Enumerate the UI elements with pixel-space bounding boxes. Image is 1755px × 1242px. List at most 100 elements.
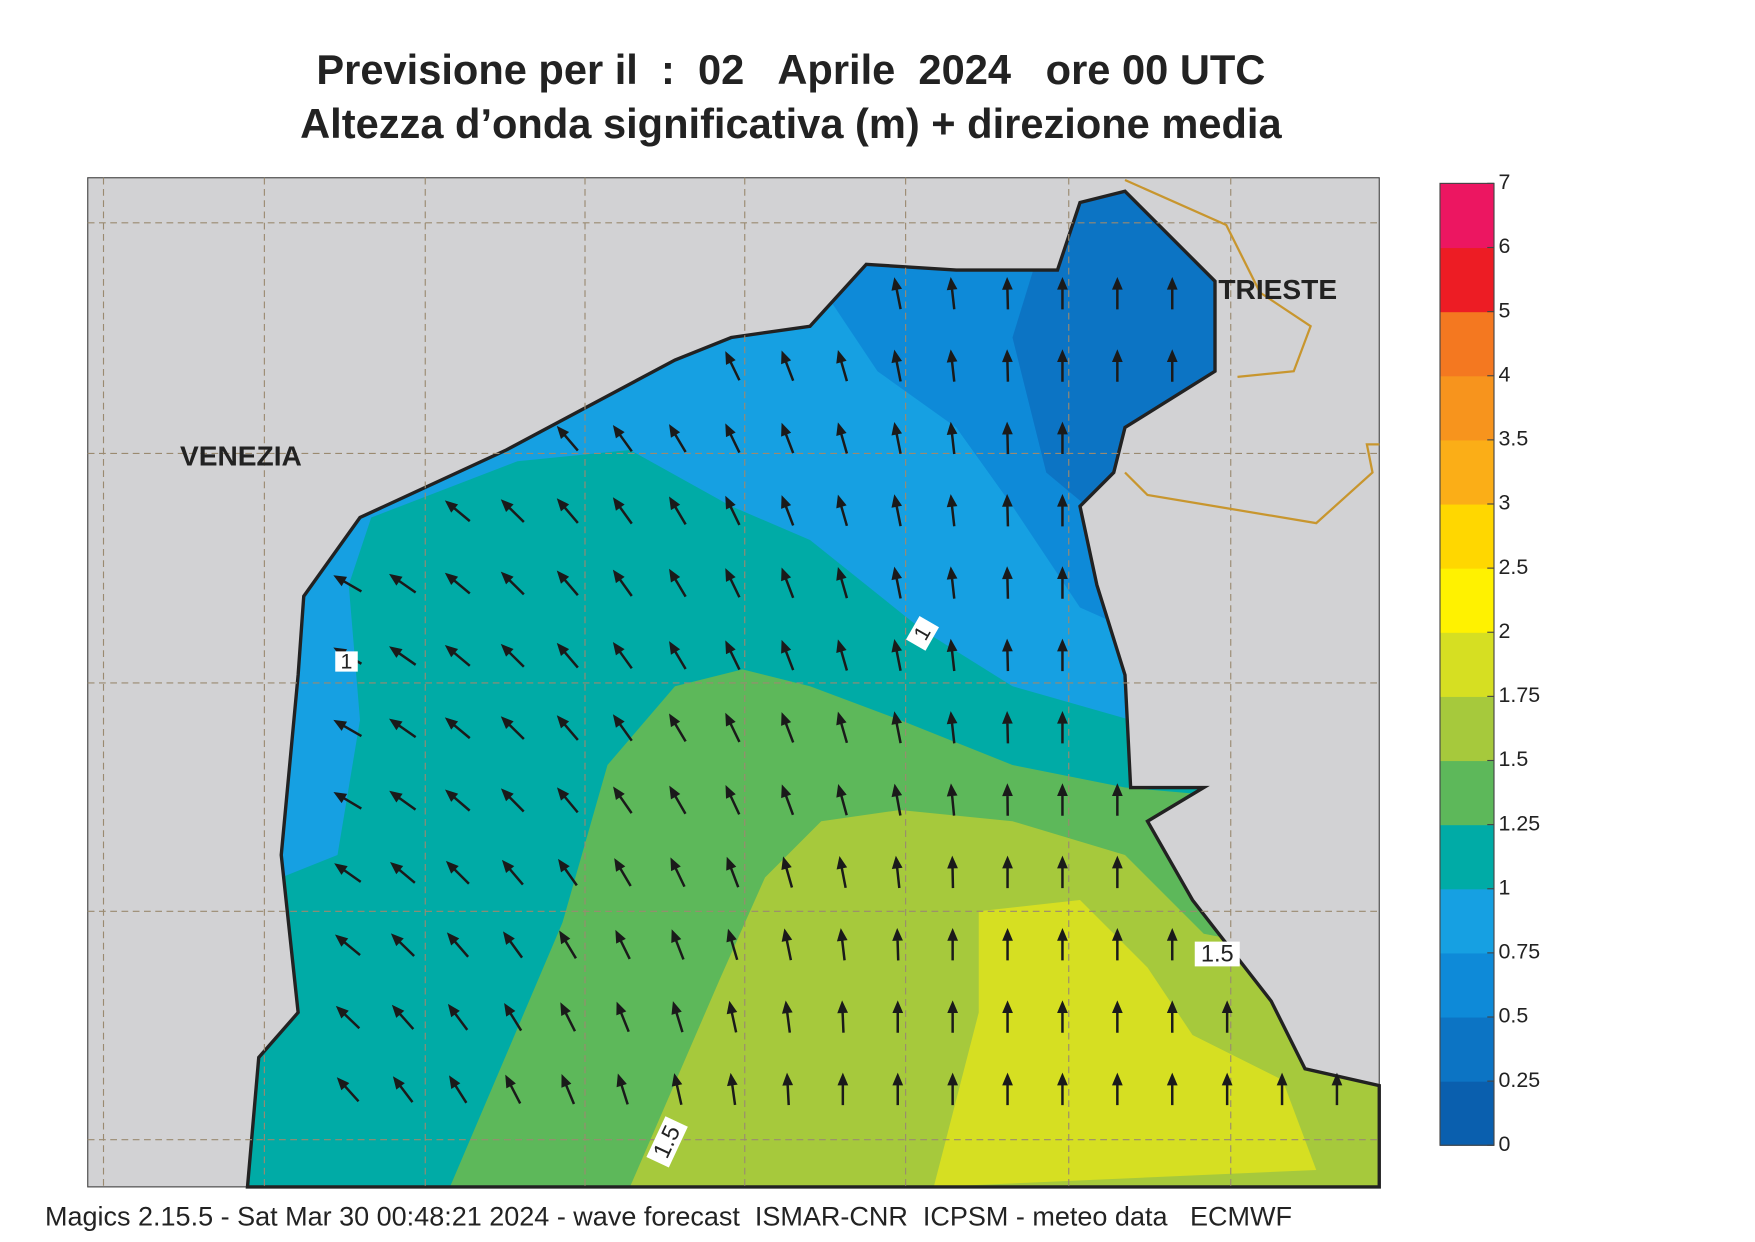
- direction-arrow: [726, 856, 740, 888]
- direction-arrow: [558, 858, 578, 887]
- direction-arrow: [1057, 421, 1068, 455]
- direction-arrow: [947, 1072, 959, 1106]
- colorbar-band: [1440, 760, 1494, 826]
- direction-arrow: [781, 567, 795, 599]
- direction-arrow: [334, 863, 362, 883]
- direction-arrow: [669, 568, 687, 598]
- direction-arrow: [836, 422, 849, 454]
- direction-arrow: [502, 931, 524, 959]
- direction-arrow: [1111, 276, 1123, 310]
- direction-arrow: [670, 857, 686, 888]
- direction-arrow: [500, 643, 525, 668]
- direction-arrow: [1111, 855, 1123, 889]
- direction-arrow: [1166, 349, 1178, 382]
- contour-label: 1.5: [1201, 941, 1234, 967]
- label-box: [646, 1116, 688, 1168]
- direction-arrow: [336, 1077, 360, 1103]
- direction-arrow: [1166, 276, 1178, 310]
- direction-arrow: [1002, 927, 1013, 961]
- direction-arrow: [389, 790, 417, 811]
- direction-arrow: [1166, 1072, 1178, 1106]
- direction-arrow: [725, 495, 741, 526]
- direction-arrow: [1166, 1000, 1178, 1033]
- direction-arrow: [946, 421, 958, 455]
- place-label: VENEZIA: [180, 440, 302, 471]
- direction-arrow: [725, 568, 741, 598]
- direction-arrow: [725, 712, 741, 743]
- direction-arrow: [1002, 276, 1013, 310]
- direction-arrow: [1057, 638, 1068, 672]
- direction-arrow: [946, 566, 958, 599]
- colorbar-label: 3.5: [1499, 427, 1529, 451]
- colorbar-label: 0.25: [1499, 1068, 1541, 1092]
- colorbar-band: [1440, 504, 1494, 569]
- direction-arrow: [449, 1075, 468, 1104]
- direction-arrow: [892, 927, 903, 961]
- direction-arrow: [1111, 783, 1123, 816]
- direction-arrow: [669, 641, 687, 670]
- direction-arrow: [612, 714, 633, 742]
- direction-arrow: [501, 859, 524, 886]
- direction-arrow: [946, 277, 958, 310]
- direction-arrow: [669, 713, 687, 742]
- direction-arrow: [837, 1000, 849, 1033]
- direction-arrow: [946, 711, 958, 744]
- direction-arrow: [1331, 1072, 1343, 1106]
- direction-arrow: [891, 421, 903, 455]
- colorbar-band: [1440, 568, 1494, 633]
- direction-arrow: [556, 787, 579, 814]
- direction-arrow: [781, 928, 793, 961]
- direction-arrow: [726, 928, 739, 961]
- colorbar-label: 1: [1499, 875, 1511, 899]
- direction-arrow: [1221, 1072, 1233, 1106]
- direction-arrow: [1111, 349, 1123, 382]
- direction-arrow: [446, 932, 470, 958]
- colorbar-band: [1440, 888, 1494, 954]
- label-box: [335, 651, 358, 672]
- colorbar-band: [1440, 439, 1494, 505]
- direction-arrow: [333, 719, 363, 738]
- direction-arrow: [781, 1000, 793, 1033]
- direction-arrow: [671, 1073, 683, 1105]
- place-label: TRIESTE: [1218, 274, 1337, 305]
- footer: Magics 2.15.5 - Sat Mar 30 00:48:21 2024…: [45, 1202, 1292, 1232]
- title: Previsione per il : 02 Aprile 2024 ore 0…: [316, 46, 1265, 93]
- direction-arrow: [947, 927, 959, 961]
- direction-arrow: [333, 575, 363, 593]
- colorbar-band: [1440, 632, 1494, 697]
- colorbar-band: [1440, 247, 1494, 313]
- colorbar-label: 0.5: [1499, 1004, 1529, 1028]
- direction-arrow: [891, 566, 903, 599]
- direction-arrow: [447, 1003, 469, 1031]
- direction-arrow: [504, 1002, 523, 1032]
- direction-arrow: [671, 1001, 684, 1033]
- direction-arrow: [500, 571, 525, 596]
- direction-arrow: [612, 424, 633, 453]
- direction-arrow: [1002, 855, 1013, 889]
- direction-arrow: [559, 930, 577, 959]
- direction-arrow: [556, 642, 579, 669]
- direction-arrow: [891, 494, 903, 527]
- direction-arrow: [891, 855, 903, 889]
- contour-label: 1: [341, 649, 353, 673]
- direction-arrow: [781, 712, 795, 743]
- direction-arrow: [1057, 276, 1068, 310]
- colorbar-label: 1.75: [1499, 683, 1541, 707]
- direction-arrow: [1002, 710, 1013, 744]
- colorbar-band: [1440, 375, 1494, 441]
- direction-arrow: [1057, 927, 1068, 961]
- direction-arrow: [1111, 1072, 1123, 1106]
- colorbar-label: 0.75: [1499, 940, 1541, 964]
- colorbar-frame: [1439, 182, 1495, 1146]
- direction-arrow: [616, 1001, 630, 1033]
- colorbar-label: 7: [1499, 170, 1511, 194]
- direction-arrow: [612, 569, 633, 597]
- direction-arrow: [946, 349, 958, 382]
- direction-arrow: [333, 791, 362, 810]
- direction-arrow: [946, 638, 958, 672]
- direction-arrow: [836, 711, 849, 744]
- direction-arrow: [612, 641, 633, 670]
- direction-arrow: [669, 785, 687, 815]
- colorbar-label: 1.25: [1499, 811, 1541, 835]
